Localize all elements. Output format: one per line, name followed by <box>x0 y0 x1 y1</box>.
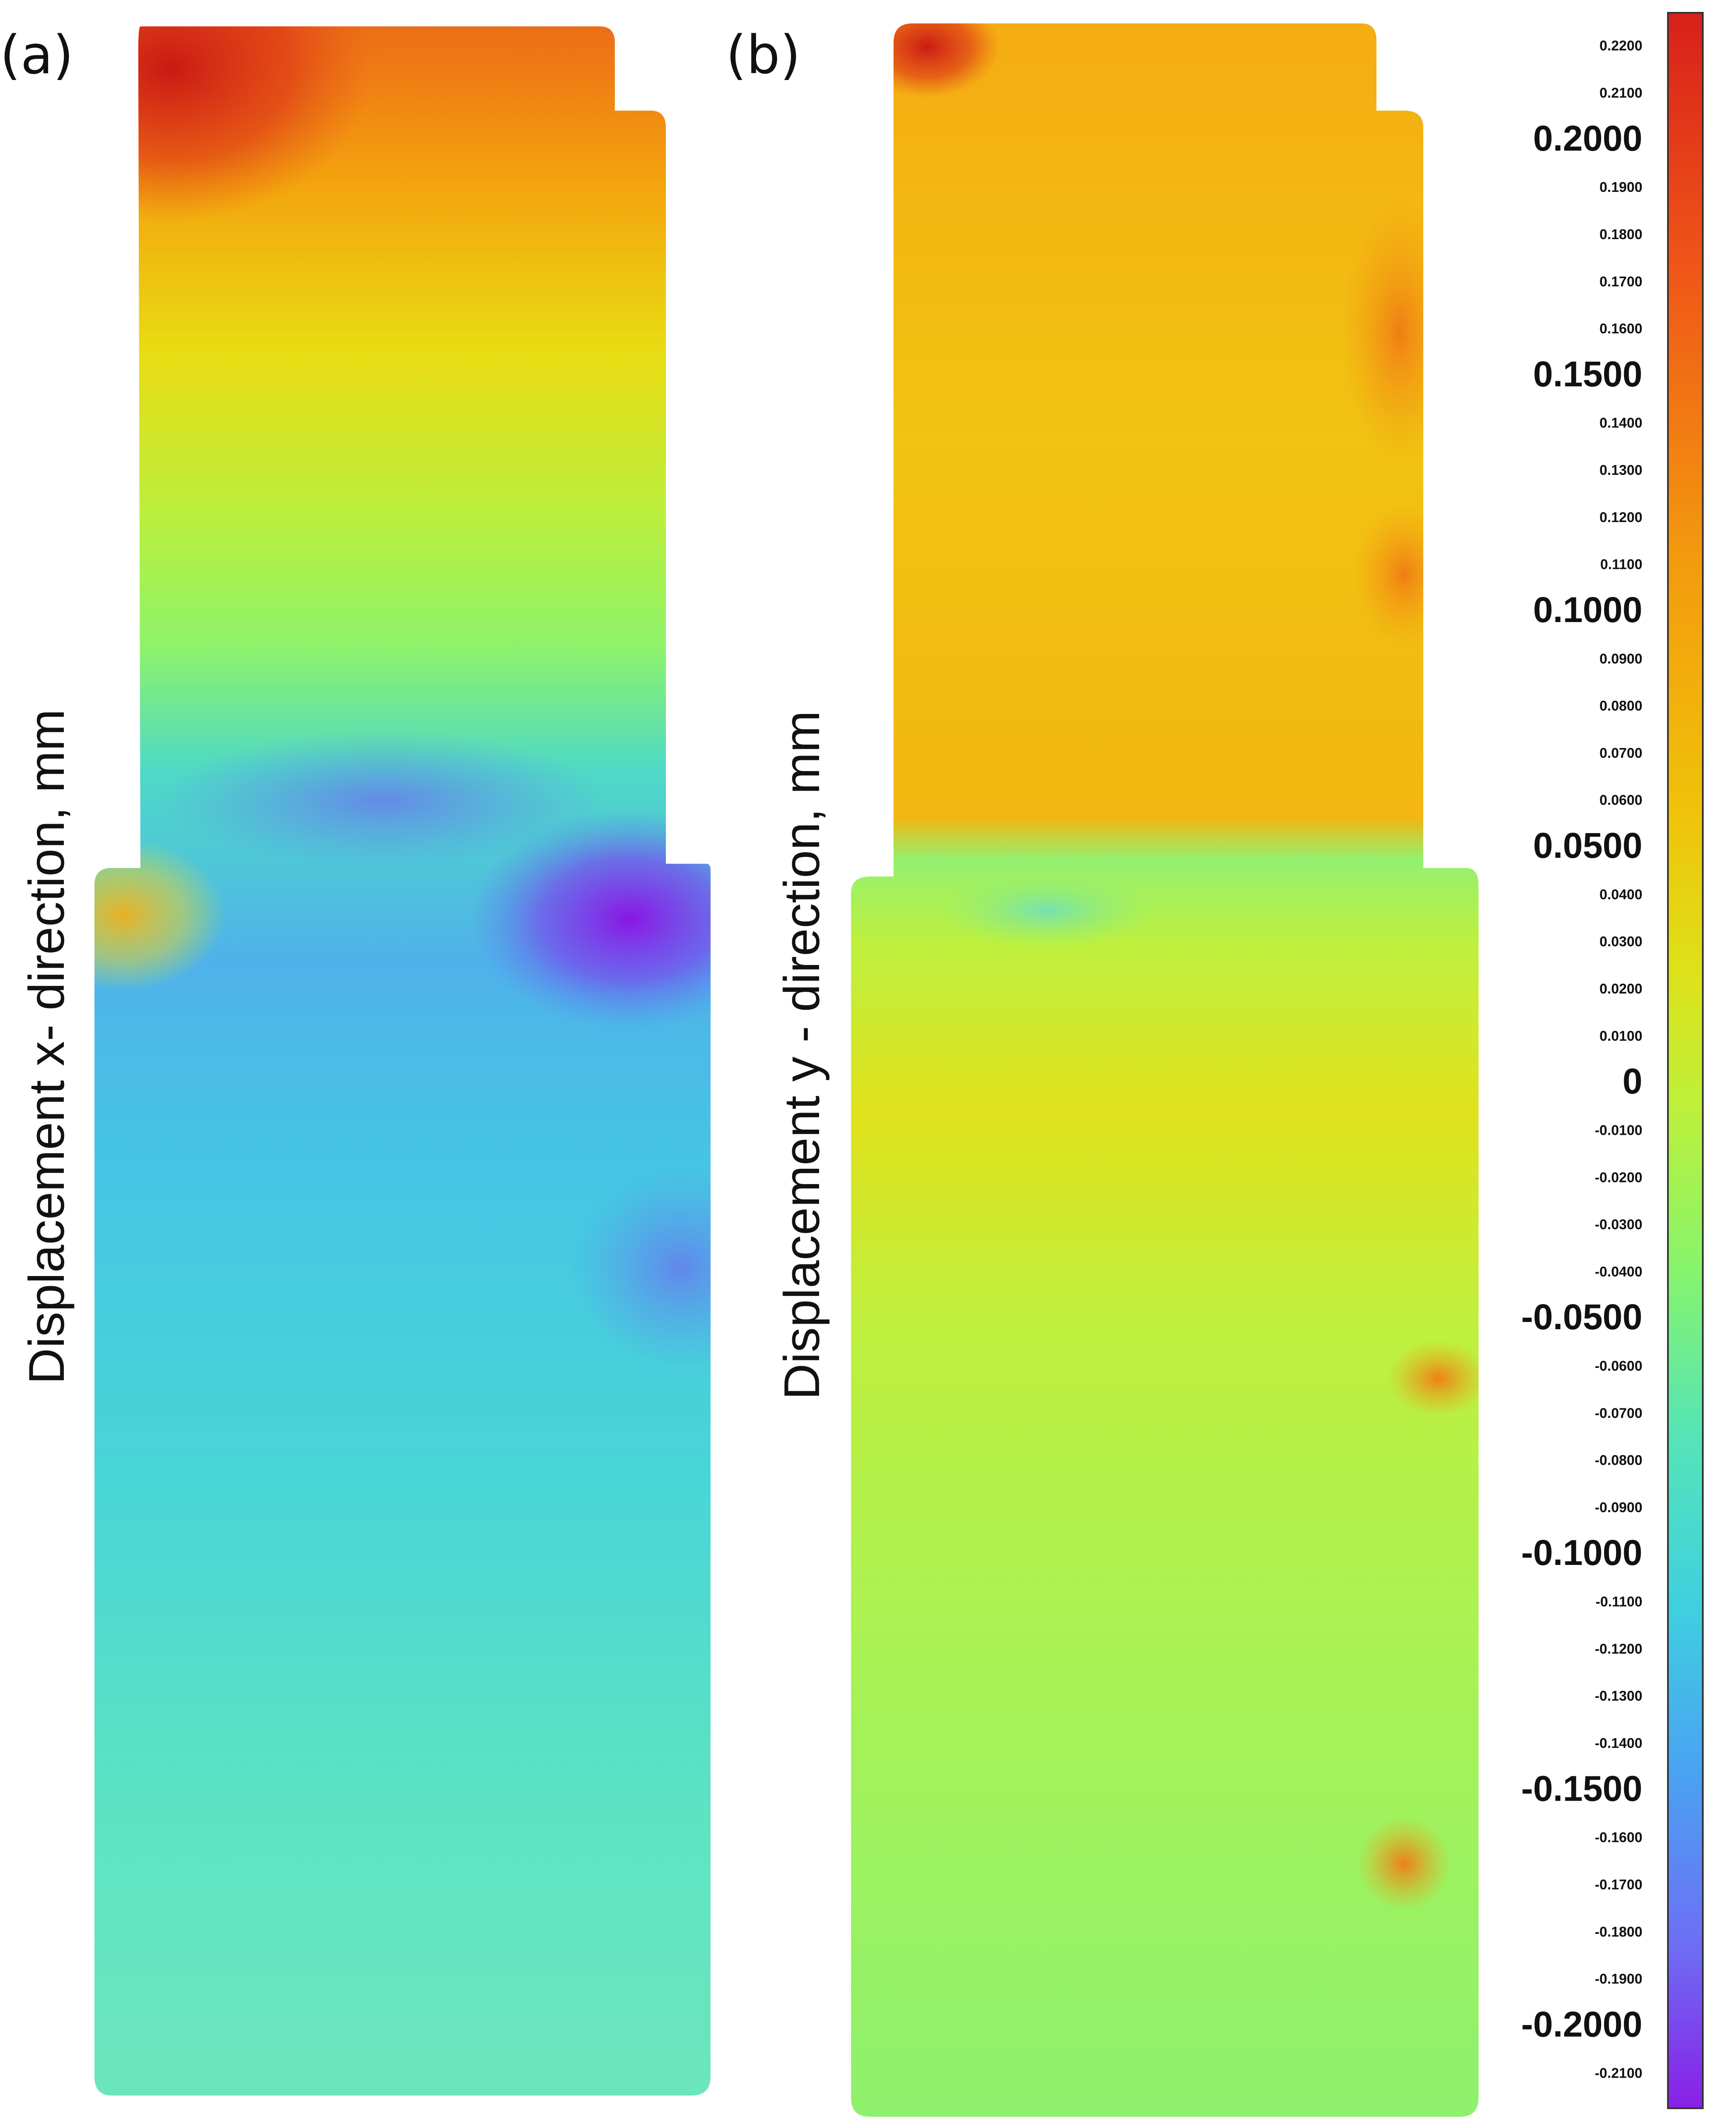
colorbar-tick-label: -0.0600 <box>1595 1358 1642 1374</box>
colorbar-tick-label: -0.0300 <box>1595 1216 1642 1232</box>
colorbar-tick-label: -0.0900 <box>1595 1499 1642 1515</box>
colorbar-tick-label: -0.0700 <box>1595 1405 1642 1421</box>
colorbar-tick-label: -0.1900 <box>1595 1971 1642 1987</box>
colorbar-tick-label: -0.1800 <box>1595 1924 1642 1939</box>
colorbar-tick-label: 0.0100 <box>1599 1028 1642 1044</box>
colorbar-tick-label: 0.1900 <box>1599 179 1642 195</box>
colorbar-tick-label: -0.1200 <box>1595 1641 1642 1656</box>
colorbar-tick-label: 0.0900 <box>1599 651 1642 666</box>
colorbar-tick-label: 0.1000 <box>1533 590 1642 630</box>
colorbar-tick-label: -0.0200 <box>1595 1169 1642 1185</box>
colorbar-tick-label: 0.1400 <box>1599 415 1642 431</box>
colorbar-tick-label: 0.1800 <box>1599 226 1642 242</box>
colorbar-tick-label: 0.0300 <box>1599 934 1642 949</box>
colorbar-tick-label: -0.1000 <box>1521 1533 1642 1573</box>
panel-a-field <box>94 26 711 2096</box>
colorbar-tick-label: 0.2200 <box>1599 38 1642 54</box>
colorbar-tick-label: -0.1500 <box>1521 1768 1642 1808</box>
colorbar-tick-label: -0.0400 <box>1595 1264 1642 1279</box>
panel-b-field <box>851 23 1479 2117</box>
colorbar-tick-label: 0.0200 <box>1599 981 1642 996</box>
colorbar-tick-label: -0.1100 <box>1596 1594 1642 1610</box>
panel-a-label: (a) <box>0 25 74 86</box>
colorbar-tick-label: 0.1600 <box>1599 321 1642 337</box>
colorbar-tick-label: -0.2000 <box>1521 2004 1642 2044</box>
colorbar-tick-label: 0 <box>1622 1061 1642 1101</box>
colorbar-tick-label: 0.1300 <box>1599 462 1642 478</box>
colorbar-tick-label: -0.1700 <box>1595 1876 1642 1892</box>
colorbar-tick-label: 0.0800 <box>1599 698 1642 714</box>
panel-b-label: (b) <box>726 25 800 86</box>
colorbar-tick-label: 0.0500 <box>1533 825 1642 865</box>
colorbar-tick-label: 0.0400 <box>1599 886 1642 902</box>
colorbar-tick-label: 0.0700 <box>1599 745 1642 761</box>
panel-b-axis-title: Displacement y - direction, mm <box>774 711 830 1400</box>
colorbar-tick-label: 0.1700 <box>1599 274 1642 289</box>
colorbar-tick-label: 0.0600 <box>1599 792 1642 808</box>
colorbar-tick-label: 0.1100 <box>1600 557 1642 572</box>
panel-a-axis-title: Displacement x- direction, mm <box>19 709 75 1385</box>
colorbar-tick-label: -0.1400 <box>1595 1735 1642 1751</box>
colorbar-tick-labels: 0.2200 0.2100 0.2000 0.1900 0.1800 0.1700 0.16… <box>1521 38 1642 2081</box>
colorbar-tick-label: -0.1600 <box>1595 1830 1642 1845</box>
colorbar-tick-label: 0.2100 <box>1599 85 1642 101</box>
colorbar-tick-label: 0.1500 <box>1533 354 1642 394</box>
colorbar-gradient <box>1667 12 1704 2109</box>
colorbar-tick-label: -0.2100 <box>1595 2065 1642 2081</box>
colorbar-tick-label: -0.0100 <box>1595 1122 1642 1138</box>
colorbar-tick-label: -0.0800 <box>1595 1452 1642 1468</box>
colorbar-tick-label: -0.1300 <box>1595 1688 1642 1704</box>
colorbar-tick-label: 0.2000 <box>1533 118 1642 158</box>
colorbar-tick-label: -0.0500 <box>1521 1297 1642 1337</box>
colorbar-tick-label: 0.1200 <box>1599 509 1642 525</box>
